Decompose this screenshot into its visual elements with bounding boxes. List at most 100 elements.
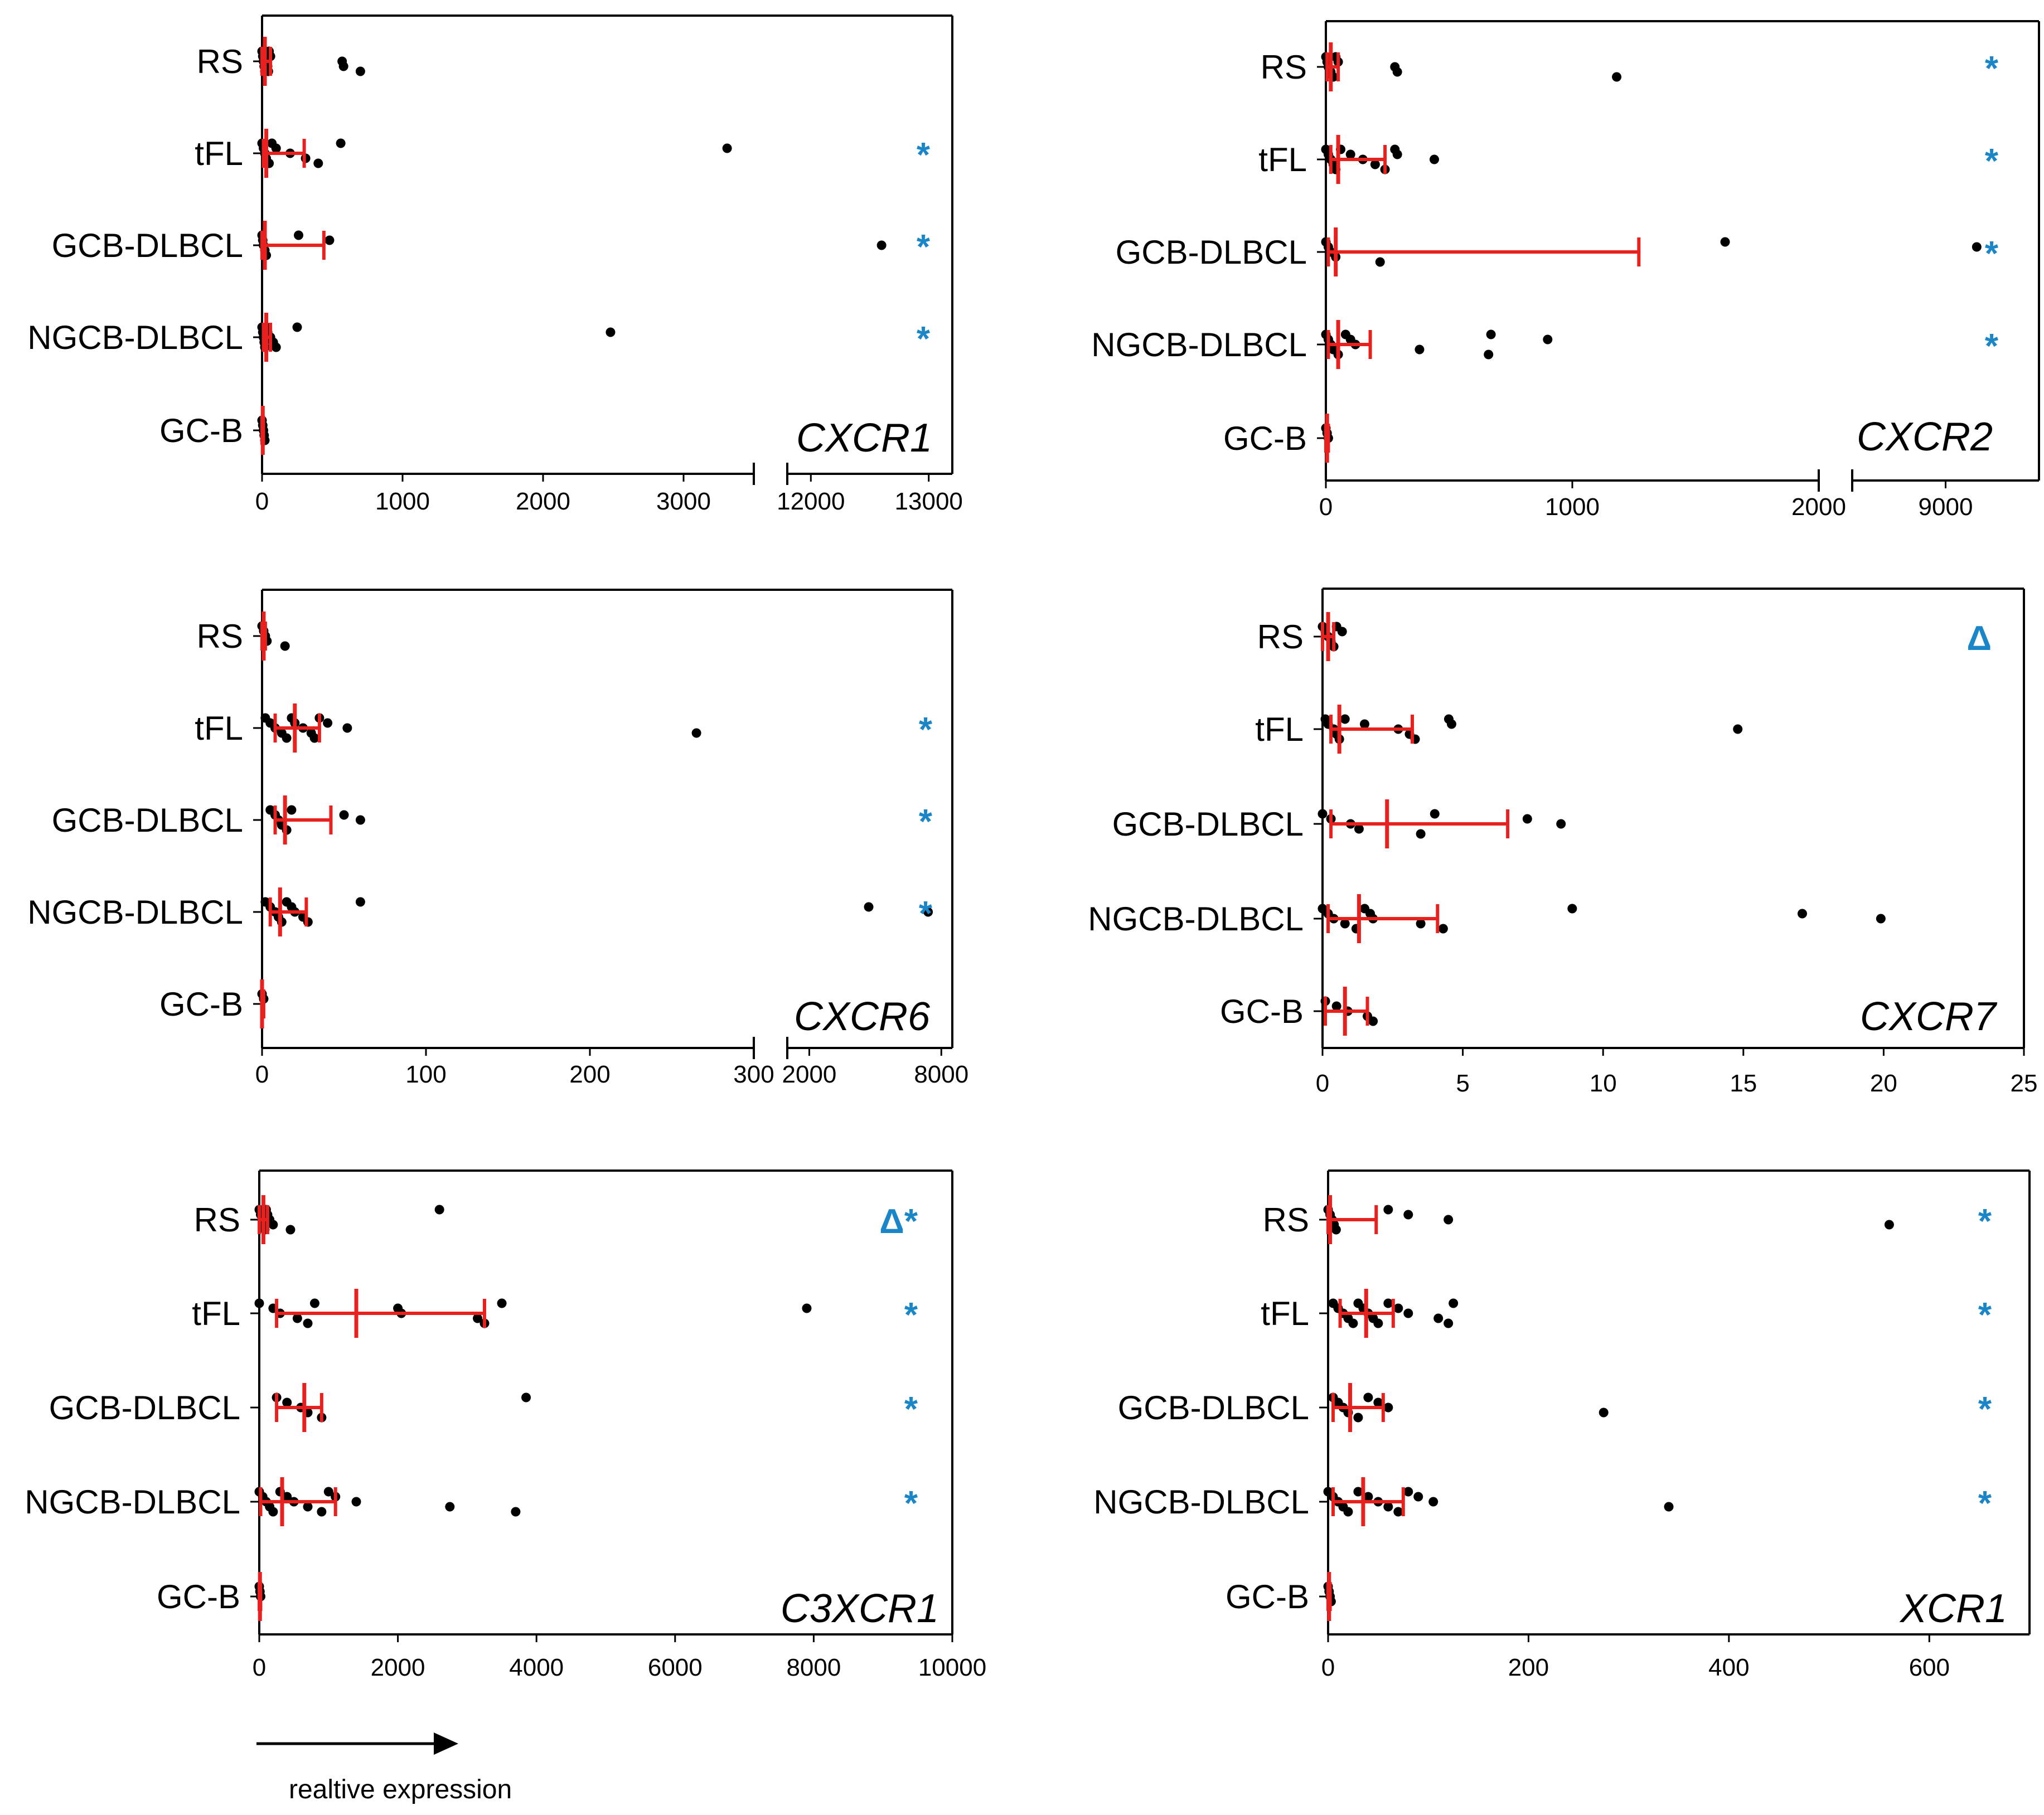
chart-xcr1: 0 200 400 600 RS tFL GCB-DLBCL NGCB-DLBCL GC-B * *…: [1093, 1169, 2031, 1681]
gene-title: CXCR2: [1857, 415, 1993, 459]
gene-title: XCR1: [1899, 1586, 2007, 1631]
data-point: [1444, 1215, 1454, 1225]
data-point: [287, 805, 297, 815]
category-label: RS: [197, 43, 243, 80]
data-point: [1884, 1220, 1894, 1230]
data-point: [1486, 329, 1496, 339]
category-label: GC-B: [1220, 993, 1304, 1030]
significance-marker: *: [1978, 1390, 1992, 1429]
data-point: [1340, 714, 1350, 724]
category-label: GCB-DLBCL: [52, 802, 243, 839]
data-point: [1416, 829, 1426, 839]
significance-marker: *: [904, 1296, 918, 1334]
category-label: NGCB-DLBCL: [1093, 1483, 1309, 1521]
data-point: [1484, 350, 1494, 360]
x-tick-label: 12000: [777, 488, 845, 515]
data-point: [292, 322, 302, 332]
data-point: [1383, 1502, 1393, 1512]
data-point: [864, 902, 874, 912]
data-point: [876, 240, 887, 250]
data-point: [1331, 1001, 1341, 1011]
data-point: [445, 1502, 455, 1512]
data-point: [1392, 149, 1402, 159]
data-point: [1363, 1492, 1373, 1502]
category-label: tFL: [192, 1295, 240, 1332]
category-label: GC-B: [159, 986, 243, 1023]
significance-marker: *: [904, 1484, 918, 1523]
data-point: [1567, 904, 1577, 914]
data-point: [1383, 1205, 1393, 1215]
category-label: tFL: [195, 135, 243, 172]
x-tick-label: 1000: [375, 488, 430, 515]
category-label: GC-B: [157, 1578, 240, 1615]
data-point: [292, 1313, 302, 1323]
data-point: [282, 733, 292, 743]
significance-marker: *: [1985, 327, 1999, 366]
data-point: [303, 1318, 313, 1328]
x-tick-label: 13000: [895, 488, 963, 515]
significance-marker: *: [917, 136, 931, 174]
data-point: [1403, 1308, 1413, 1318]
significance-marker: *: [1985, 235, 1999, 273]
data-point: [1393, 1507, 1403, 1517]
gene-title: CXCR6: [794, 994, 931, 1039]
category-label: NGCB-DLBCL: [27, 319, 243, 356]
data-point: [351, 1497, 361, 1507]
category-label: GCB-DLBCL: [49, 1389, 240, 1426]
data-point: [323, 718, 333, 728]
x-tick-label: 10000: [918, 1654, 986, 1681]
data-point: [1446, 719, 1456, 729]
data-point: [1370, 159, 1380, 169]
x-tick-label: 0: [1319, 493, 1333, 521]
x-tick-label: 10: [1590, 1070, 1617, 1097]
category-label: tFL: [1261, 1295, 1309, 1332]
x-tick-label: 5: [1456, 1070, 1469, 1097]
chart-cxcr1: 0 1000 2000 3000 12000 13000 RS tFL GCB-DLBCL NGC…: [27, 14, 963, 515]
chart-cxcr2: 0 1000 2000 9000 RS tFL GCB-DLBCL NGCB-DLBCL GC-…: [1091, 20, 2040, 521]
gene-title: CXCR7: [1860, 994, 1998, 1039]
significance-marker: *: [917, 228, 931, 266]
data-point: [1373, 1397, 1383, 1408]
data-point: [1383, 1402, 1393, 1413]
x-tick-label: 2000: [371, 1654, 425, 1681]
category-label: GCB-DLBCL: [1112, 805, 1304, 843]
chart-panels: 0 1000 2000 3000 12000 13000 RS tFL GCB-DLBCL NGC…: [25, 14, 2040, 1681]
x-tick-label: 600: [1909, 1654, 1950, 1681]
data-point: [1438, 924, 1448, 934]
x-tick-label: 6000: [648, 1654, 703, 1681]
data-point: [324, 235, 335, 245]
category-label: NGCB-DLBCL: [25, 1483, 240, 1521]
data-point: [521, 1392, 531, 1402]
data-point: [309, 733, 319, 743]
significance-marker: *: [1978, 1296, 1992, 1334]
data-point: [1403, 1487, 1413, 1497]
data-point: [1337, 627, 1347, 637]
significance-marker: *: [1985, 50, 1999, 88]
data-point: [1444, 1318, 1454, 1328]
significance-marker: *: [1978, 1484, 1992, 1523]
data-point: [1430, 809, 1440, 819]
data-point: [1353, 1413, 1363, 1423]
x-tick-label: 8000: [786, 1654, 841, 1681]
x-tick-label: 20: [1870, 1070, 1897, 1097]
data-point: [268, 1220, 278, 1230]
x-caption-arrow: [256, 1732, 458, 1755]
data-point: [1720, 237, 1730, 247]
data-point: [282, 1492, 292, 1502]
category-label: RS: [1263, 1201, 1309, 1239]
data-point: [1449, 1298, 1459, 1308]
significance-marker: *: [1985, 142, 1999, 181]
data-point: [271, 342, 281, 352]
x-tick-label: 3000: [656, 488, 711, 515]
significance-marker: Δ*: [879, 1202, 918, 1241]
significance-marker: *: [919, 711, 933, 749]
data-point: [1599, 1408, 1609, 1418]
significance-marker: *: [917, 320, 931, 358]
x-tick-label: 300: [733, 1061, 774, 1088]
data-point: [294, 230, 304, 240]
category-label: GC-B: [1226, 1578, 1309, 1615]
category-label: GCB-DLBCL: [1116, 234, 1307, 271]
significance-marker: *: [904, 1390, 918, 1429]
x-tick-label: 2000: [782, 1061, 837, 1088]
data-point: [355, 897, 365, 907]
